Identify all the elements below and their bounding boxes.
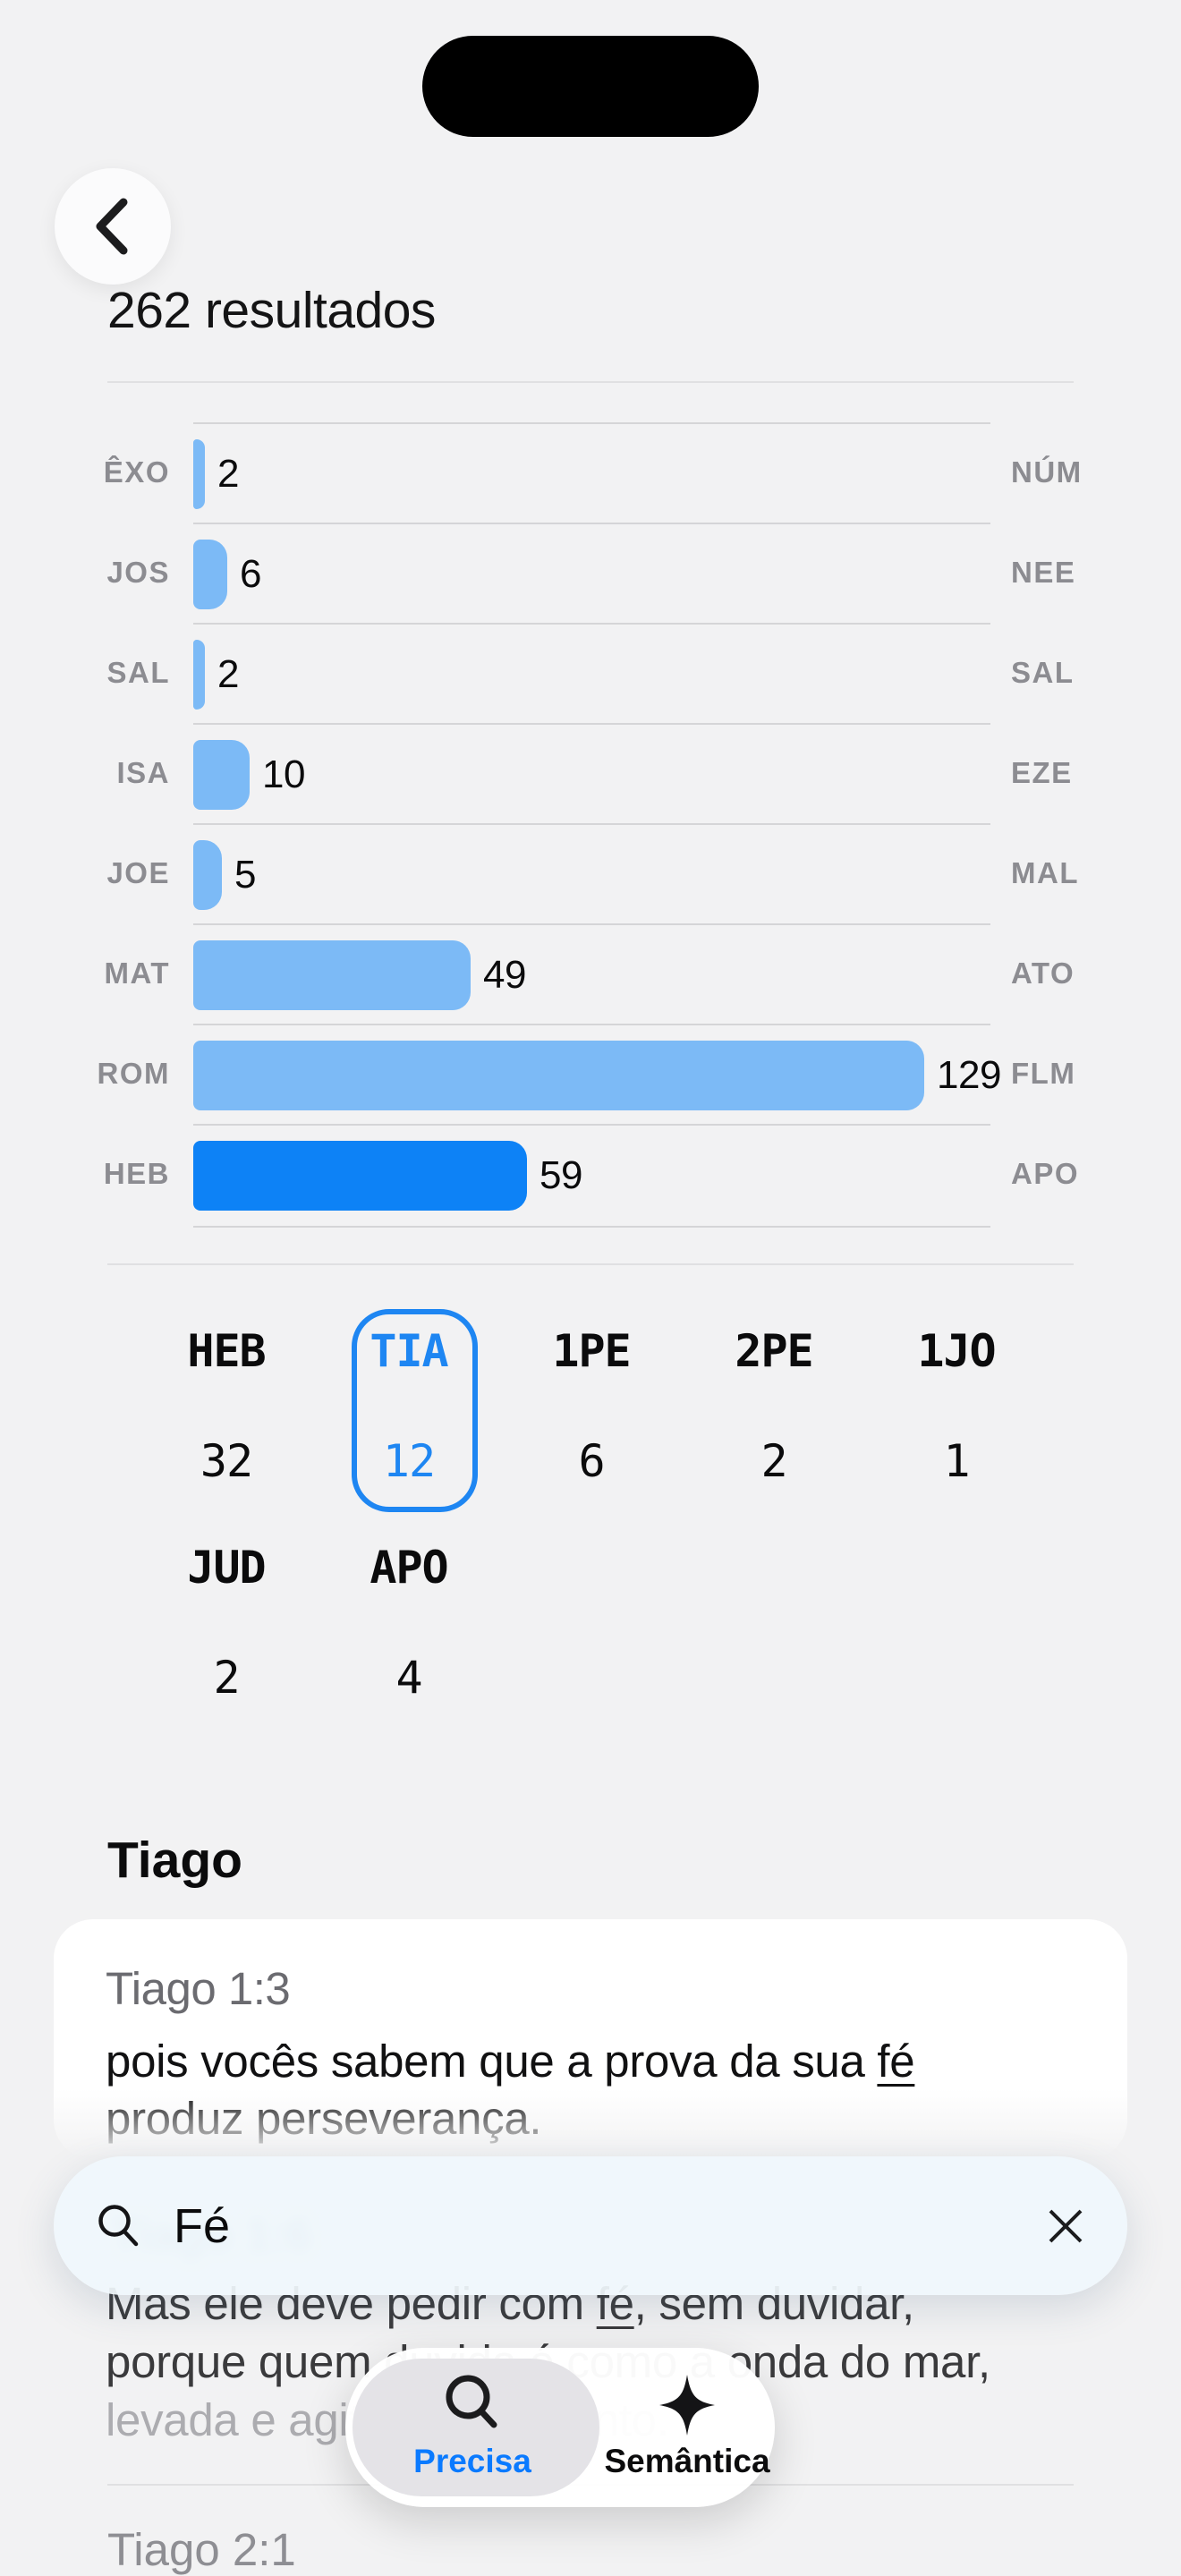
- book-cell-2pe[interactable]: 2PE 2: [683, 1322, 865, 1490]
- chart-left-label: HEB: [103, 1157, 170, 1190]
- chart-left-label: JOS: [106, 556, 170, 589]
- book-abbr: TIA: [370, 1325, 448, 1377]
- chart-bar: [193, 1041, 924, 1110]
- chart-bar-value: 6: [240, 552, 261, 596]
- chart-bar-value: 2: [217, 452, 239, 496]
- chart-bar: [193, 1141, 527, 1211]
- book-abbr: HEB: [187, 1325, 266, 1377]
- chart-row[interactable]: SAL 2 SAL: [0, 623, 1181, 723]
- chart-bar-area: 2: [193, 422, 990, 524]
- next-verse-reference[interactable]: Tiago 2:1: [107, 2524, 296, 2575]
- search-icon: [97, 2203, 141, 2249]
- chart-right-label: EZE: [1011, 756, 1073, 789]
- search-input[interactable]: Fé: [174, 2198, 231, 2253]
- book-cell-jud[interactable]: JUD 2: [135, 1539, 318, 1706]
- dynamic-island: [422, 36, 759, 137]
- chart-left-label: SAL: [106, 656, 170, 689]
- chart-left-label: ISA: [116, 756, 170, 789]
- chart-bar-value: 49: [483, 953, 526, 997]
- chart-row[interactable]: ISA 10 EZE: [0, 723, 1181, 823]
- book-cell-heb[interactable]: HEB 32: [135, 1322, 318, 1490]
- chart-right-label: ATO: [1011, 956, 1075, 990]
- book-cell-tia[interactable]: TIA 12: [318, 1322, 500, 1490]
- mode-option-semantic[interactable]: Semântica: [599, 2348, 775, 2507]
- book-count: 2: [760, 1435, 787, 1487]
- chart-bar-value: 59: [540, 1153, 582, 1197]
- chart-row[interactable]: MAT 49 ATO: [0, 923, 1181, 1024]
- book-cell-apo[interactable]: APO 4: [318, 1539, 500, 1706]
- chart-row[interactable]: JOE 5 MAL: [0, 823, 1181, 923]
- chart-bar-area: 5: [193, 823, 990, 925]
- search-bar[interactable]: Fé: [54, 2156, 1127, 2295]
- sparkle-icon: [659, 2375, 715, 2436]
- chart-bar: [193, 640, 205, 710]
- chart-bar-area: 6: [193, 523, 990, 625]
- book-abbr: APO: [370, 1542, 448, 1594]
- search-mode-toggle: Precisa Semântica: [345, 2348, 775, 2507]
- book-abbr: 1PE: [552, 1325, 631, 1377]
- book-count: 32: [200, 1435, 253, 1487]
- section-title: Tiago: [107, 1832, 242, 1889]
- verse-card[interactable]: Tiago 1:3 pois vocês sabem que a prova d…: [54, 1919, 1127, 2159]
- chart-row[interactable]: JOS 6 NEE: [0, 523, 1181, 623]
- chart-bar-area: 59: [193, 1124, 990, 1228]
- book-count: 1: [943, 1435, 970, 1487]
- chart-row[interactable]: HEB 59 APO: [0, 1124, 1181, 1228]
- chart-right-label: APO: [1011, 1157, 1080, 1190]
- chart-bar-area: 129: [193, 1024, 1001, 1126]
- book-cell-1pe[interactable]: 1PE 6: [500, 1322, 683, 1490]
- chart-right-label: FLM: [1011, 1057, 1076, 1090]
- book-count: 2: [213, 1652, 240, 1704]
- chart-bar-value: 129: [937, 1053, 1001, 1097]
- mode-label: Semântica: [604, 2443, 770, 2479]
- clear-search-button[interactable]: [1047, 2207, 1084, 2245]
- chevron-left-icon: [93, 197, 132, 256]
- back-button[interactable]: [55, 168, 171, 285]
- chart-right-label: NÚM: [1011, 455, 1083, 489]
- x-mark-icon: [1047, 2207, 1084, 2245]
- chart-bar-area: 49: [193, 923, 990, 1025]
- book-cell-1jo[interactable]: 1JO 1: [865, 1322, 1048, 1490]
- divider-top: [107, 381, 1074, 383]
- chart-bar-area: 10: [193, 723, 990, 825]
- chart-row[interactable]: ROM 129 FLM: [0, 1024, 1181, 1124]
- chart-bar-value: 2: [217, 652, 239, 696]
- results-count: 262 resultados: [107, 282, 436, 339]
- chart-bar-value: 10: [262, 752, 305, 796]
- book-count: 4: [395, 1652, 422, 1704]
- chart-left-label: JOE: [106, 856, 170, 889]
- chart-bar-value: 5: [234, 853, 256, 897]
- chart-right-label: NEE: [1011, 556, 1076, 589]
- book-count: 6: [578, 1435, 605, 1487]
- book-abbr: 1JO: [917, 1325, 996, 1377]
- chart-bar: [193, 840, 222, 910]
- chart-right-label: MAL: [1011, 856, 1079, 889]
- mode-label: Precisa: [413, 2443, 531, 2479]
- book-count: 12: [382, 1435, 436, 1487]
- verse-text: pois vocês sabem que a prova da sua fé pr…: [106, 2033, 1074, 2147]
- verse-reference: Tiago 1:3: [106, 1963, 291, 2014]
- chart-row[interactable]: ÊXO 2 NÚM: [0, 422, 1181, 523]
- chart-bar-area: 2: [193, 623, 990, 725]
- chart-left-label: MAT: [104, 956, 170, 990]
- chart-bar: [193, 540, 227, 609]
- verse-text-line2: produz perseverança.: [106, 2093, 542, 2144]
- verse-highlight-word: fé: [877, 2036, 915, 2087]
- chart-bar: [193, 439, 205, 509]
- chart-bar: [193, 740, 250, 810]
- chart-bar: [193, 940, 471, 1010]
- chart-left-label: ÊXO: [103, 455, 170, 489]
- book-abbr: 2PE: [735, 1325, 813, 1377]
- chart-left-label: ROM: [97, 1057, 170, 1090]
- verse-text-before: pois vocês sabem que a prova da sua: [106, 2036, 878, 2087]
- mode-option-precise[interactable]: Precisa: [345, 2348, 599, 2507]
- results-by-book-chart: ÊXO 2 NÚM JOS 6 NEE SAL 2 SAL ISA: [0, 422, 1181, 1228]
- book-abbr: JUD: [187, 1542, 266, 1594]
- chart-right-label: SAL: [1011, 656, 1075, 689]
- magnifier-icon: [444, 2375, 501, 2436]
- divider-chart-bottom: [107, 1263, 1074, 1265]
